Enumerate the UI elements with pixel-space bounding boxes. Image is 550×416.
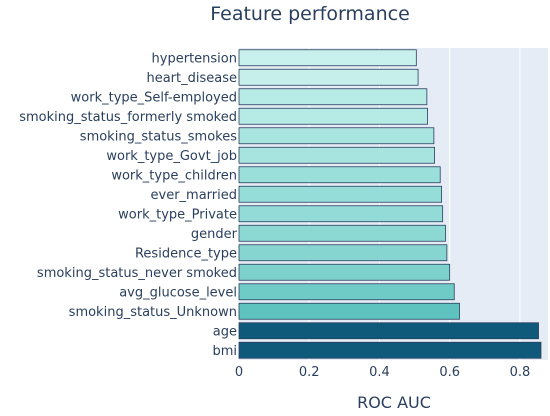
- x-tick-label: 0.6: [439, 365, 460, 380]
- bar-work-type-private[interactable]: [238, 205, 444, 223]
- y-tick-label: heart_disease: [146, 71, 237, 86]
- y-tick-label: age: [213, 324, 237, 339]
- y-tick-label: smoking_status_smokes: [80, 129, 237, 144]
- x-tick-label: 0: [235, 365, 243, 380]
- bar-smoking-status-unknown[interactable]: [238, 302, 460, 320]
- bar-smoking-status-never-smoked[interactable]: [238, 263, 451, 281]
- bar-bmi[interactable]: [238, 341, 542, 359]
- bar-work-type-govt-job[interactable]: [238, 146, 435, 164]
- bar-age[interactable]: [238, 322, 539, 340]
- y-tick-label: smoking_status_never smoked: [37, 266, 237, 281]
- bar-hypertension[interactable]: [238, 49, 417, 67]
- bar-smoking-status-formerly-smoked[interactable]: [238, 107, 428, 125]
- bar-avg-glucose-level[interactable]: [238, 283, 455, 301]
- y-tick-label: hypertension: [152, 51, 237, 66]
- x-tick-label: 0.8: [510, 365, 531, 380]
- bar-gender[interactable]: [238, 224, 446, 242]
- y-tick-label: gender: [191, 227, 238, 242]
- y-axis-labels: hypertension heart_disease work_type_Self-…: [19, 51, 237, 359]
- x-axis-ticks: 0 0.2 0.4 0.6 0.8: [235, 365, 530, 380]
- bar-smoking-status-smokes[interactable]: [238, 127, 435, 145]
- y-tick-label: work_type_Private: [118, 207, 237, 222]
- bars-group: [238, 49, 542, 359]
- bar-work-type-self-employed[interactable]: [238, 88, 428, 106]
- y-tick-label: bmi: [212, 344, 237, 359]
- chart-title: Feature performance: [210, 3, 410, 25]
- bar-residence-type[interactable]: [238, 244, 448, 262]
- x-tick-label: 0.2: [299, 365, 320, 380]
- bar-ever-married[interactable]: [238, 185, 443, 203]
- bar-heart-disease[interactable]: [238, 68, 419, 86]
- x-axis-title: ROC AUC: [357, 393, 431, 412]
- y-tick-label: work_type_children: [111, 168, 237, 183]
- y-tick-label: ever_married: [151, 188, 238, 203]
- y-tick-label: smoking_status_formerly smoked: [19, 110, 237, 125]
- y-tick-label: smoking_status_Unknown: [69, 305, 237, 320]
- y-tick-label: work_type_Govt_job: [106, 149, 237, 164]
- y-tick-label: work_type_Self-employed: [71, 90, 237, 105]
- x-tick-label: 0.4: [369, 365, 390, 380]
- y-tick-label: avg_glucose_level: [119, 285, 237, 300]
- bar-work-type-children[interactable]: [238, 166, 441, 184]
- y-tick-label: Residence_type: [135, 246, 237, 261]
